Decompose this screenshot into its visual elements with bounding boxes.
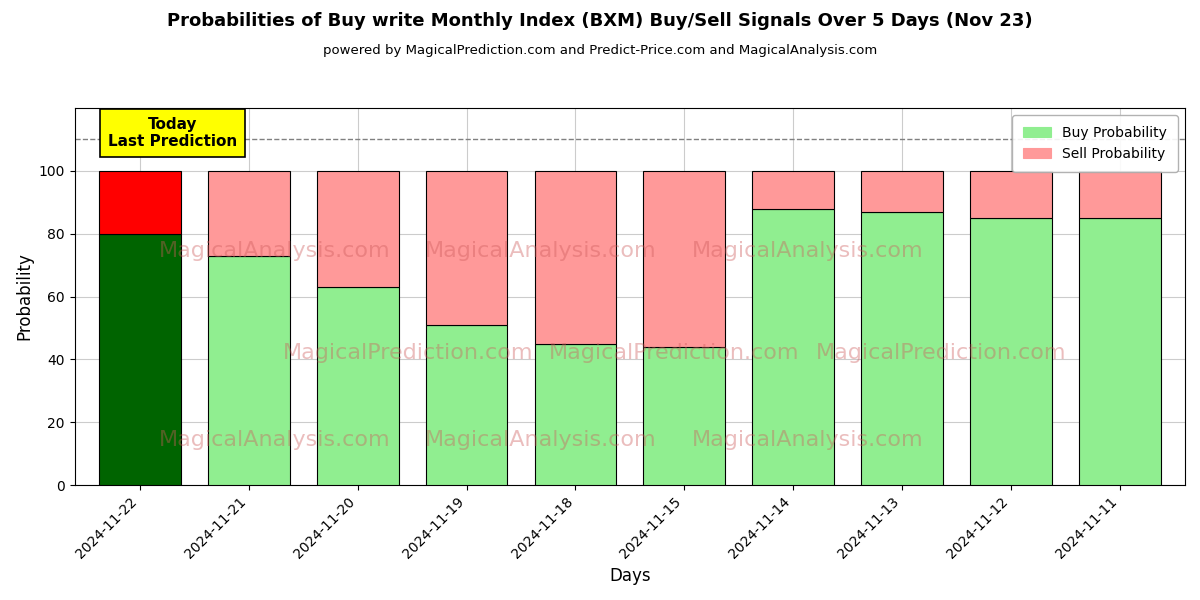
Bar xyxy=(100,171,181,233)
Bar xyxy=(100,233,181,485)
Text: MagicalPrediction.com: MagicalPrediction.com xyxy=(282,343,533,363)
Text: MagicalAnalysis.com: MagicalAnalysis.com xyxy=(691,430,923,450)
Bar xyxy=(862,171,943,212)
Bar xyxy=(643,171,725,347)
Text: Probabilities of Buy write Monthly Index (BXM) Buy/Sell Signals Over 5 Days (Nov: Probabilities of Buy write Monthly Index… xyxy=(167,12,1033,30)
Text: Today
Last Prediction: Today Last Prediction xyxy=(108,117,238,149)
Bar xyxy=(208,171,289,256)
X-axis label: Days: Days xyxy=(610,567,650,585)
Text: MagicalPrediction.com: MagicalPrediction.com xyxy=(816,343,1066,363)
Bar xyxy=(317,171,398,287)
Bar xyxy=(752,209,834,485)
Bar xyxy=(426,171,508,325)
Text: MagicalAnalysis.com: MagicalAnalysis.com xyxy=(691,241,923,261)
Bar xyxy=(970,171,1051,218)
Text: MagicalAnalysis.com: MagicalAnalysis.com xyxy=(158,430,390,450)
Text: MagicalAnalysis.com: MagicalAnalysis.com xyxy=(158,241,390,261)
Bar xyxy=(1079,171,1160,218)
Text: powered by MagicalPrediction.com and Predict-Price.com and MagicalAnalysis.com: powered by MagicalPrediction.com and Pre… xyxy=(323,44,877,57)
Bar xyxy=(208,256,289,485)
Bar xyxy=(1079,218,1160,485)
Text: MagicalAnalysis.com: MagicalAnalysis.com xyxy=(425,241,656,261)
Bar xyxy=(317,287,398,485)
Bar xyxy=(643,347,725,485)
Bar xyxy=(426,325,508,485)
Y-axis label: Probability: Probability xyxy=(16,253,34,340)
Text: MagicalPrediction.com: MagicalPrediction.com xyxy=(548,343,799,363)
Text: MagicalAnalysis.com: MagicalAnalysis.com xyxy=(425,430,656,450)
Legend: Buy Probability, Sell Probability: Buy Probability, Sell Probability xyxy=(1012,115,1178,172)
Bar xyxy=(970,218,1051,485)
Bar xyxy=(862,212,943,485)
Bar xyxy=(534,344,617,485)
Bar xyxy=(752,171,834,209)
Bar xyxy=(534,171,617,344)
